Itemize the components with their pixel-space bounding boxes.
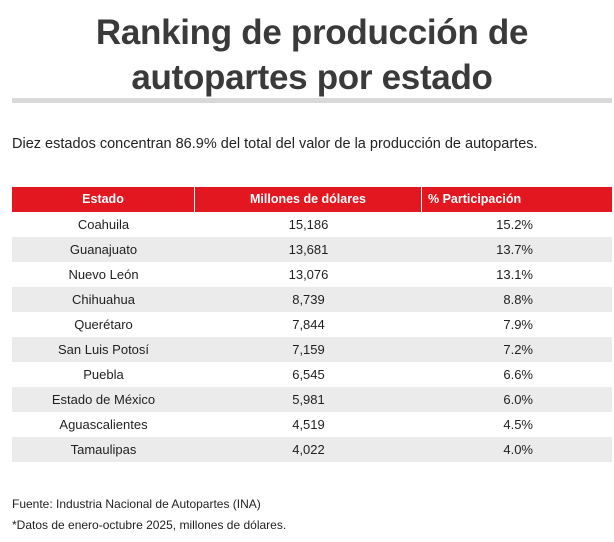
table-row: Querétaro 7,844 7.9% [12,312,612,337]
cell-estado: Estado de México [51,392,156,407]
data-footnote: *Datos de enero-octubre 2025, millones d… [12,518,287,532]
table-row: Tamaulipas 4,022 4.0% [12,437,612,462]
cell-estado: San Luis Potosí [57,342,150,357]
ranking-table: Estado Millones de dólares % Participaci… [12,187,612,462]
table-row: Chihuahua 8,739 8.8% [12,287,612,312]
cell-millones: 4,022 [292,442,325,457]
table-row: Puebla 6,545 6.6% [12,362,612,387]
cell-participacion: 8.8% [503,292,533,307]
cell-millones: 4,519 [292,417,325,432]
source-note: Fuente: Industria Nacional de Autopartes… [12,497,261,511]
cell-participacion: 4.0% [503,442,533,457]
table-row: San Luis Potosí 7,159 7.2% [12,337,612,362]
column-header-millones: Millones de dólares [195,187,422,212]
cell-estado: Guanajuato [69,242,138,257]
cell-participacion: 13.7% [496,242,533,257]
cell-estado: Coahuila [77,217,130,232]
cell-millones: 6,545 [292,367,325,382]
table-row: Aguascalientes 4,519 4.5% [12,412,612,437]
page-title-line-1: Ranking de producción de [95,13,529,52]
cell-millones: 13,076 [288,267,329,282]
cell-millones: 13,681 [288,242,329,257]
page-title-line-2: autopartes por estado [131,58,493,97]
table-row: Nuevo León 13,076 13.1% [12,262,612,287]
table-row: Guanajuato 13,681 13.7% [12,237,612,262]
column-header-participacion: % Participación [428,192,522,206]
table-header-row: Estado Millones de dólares % Participaci… [12,187,612,212]
cell-millones: 15,186 [288,217,329,232]
cell-participacion: 4.5% [503,417,533,432]
column-header-estado: Estado [12,187,195,212]
cell-estado: Puebla [83,367,124,382]
cell-participacion: 13.1% [496,267,533,282]
cell-estado: Tamaulipas [70,442,137,457]
cell-millones: 8,739 [292,292,325,307]
cell-estado: Nuevo León [68,267,139,282]
cell-participacion: 7.9% [503,317,533,332]
cell-millones: 7,844 [292,317,325,332]
table-row: Coahuila 15,186 15.2% [12,212,612,237]
cell-participacion: 15.2% [496,217,533,232]
cell-participacion: 6.6% [503,367,533,382]
cell-estado: Querétaro [74,317,133,332]
cell-estado: Aguascalientes [59,417,148,432]
title-divider [12,98,612,103]
table-row: Estado de México 5,981 6.0% [12,387,612,412]
cell-estado: Chihuahua [72,292,135,307]
cell-millones: 7,159 [292,342,325,357]
cell-participacion: 7.2% [503,342,533,357]
cell-millones: 5,981 [292,392,325,407]
subtitle: Diez estados concentran 86.9% del total … [12,136,538,152]
cell-participacion: 6.0% [503,392,533,407]
page-title: Ranking de producción de autopartes por … [12,10,612,100]
